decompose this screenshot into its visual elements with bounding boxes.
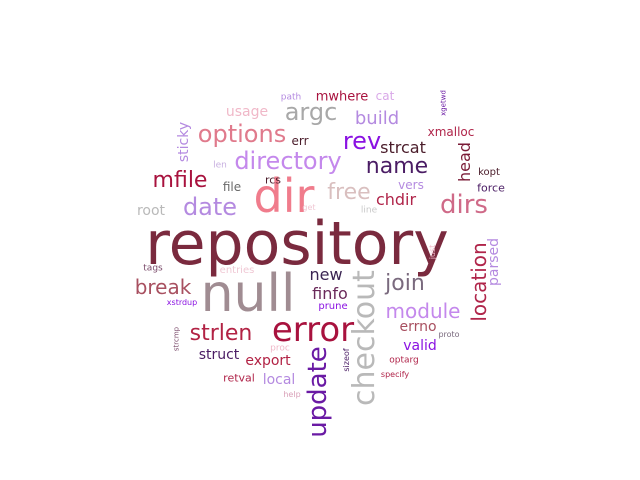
word-chdir: chdir: [375, 190, 417, 209]
word-xgetwd: xgetwd: [439, 90, 448, 116]
word-kopt: kopt: [478, 167, 500, 178]
word-line: line: [360, 205, 378, 216]
word-struct: struct: [198, 347, 240, 363]
word-optarg: optarg: [389, 355, 419, 366]
word-dir: dir: [253, 169, 315, 223]
word-new: new: [309, 265, 343, 284]
word-directory: directory: [234, 147, 342, 175]
word-free: free: [327, 180, 371, 205]
word-cat: cat: [375, 89, 395, 103]
word-module: module: [385, 299, 461, 323]
word-rcs: rcs: [264, 173, 282, 187]
word-rev: rev: [342, 127, 382, 155]
word-dirs: dirs: [440, 190, 488, 220]
word-usage: usage: [225, 104, 269, 120]
word-error: error: [271, 310, 355, 350]
word-export: export: [245, 353, 291, 369]
word-options: options: [197, 120, 287, 148]
word-xstrdup: xstrdup: [166, 298, 198, 307]
word-proto: proto: [438, 330, 460, 339]
word-proc: proc: [270, 343, 290, 354]
word-sizeof: sizeof: [342, 348, 351, 372]
word-mwhere: mwhere: [315, 89, 369, 105]
word-repository: repository: [145, 209, 449, 279]
word-retval: retval: [223, 371, 255, 385]
word-null: null: [200, 264, 296, 324]
word-build: build: [354, 108, 400, 129]
word-head: head: [455, 142, 474, 182]
word-parsed: parsed: [486, 237, 502, 287]
word-join: join: [385, 271, 425, 296]
word-root: root: [136, 203, 166, 219]
word-xmalloc: xmalloc: [427, 125, 475, 139]
word-break: break: [134, 275, 192, 299]
word-strcmp: strcmp: [172, 326, 181, 352]
word-strlen: strlen: [189, 321, 253, 346]
word-finfo: finfo: [312, 284, 348, 303]
word-file: file: [222, 180, 242, 194]
word-name: name: [365, 154, 429, 179]
word-date: date: [182, 193, 238, 221]
word-prune: prune: [318, 301, 348, 312]
word-just: just: [428, 244, 437, 260]
word-sticky: sticky: [176, 121, 192, 163]
word-path: path: [280, 92, 302, 103]
word-errno: errno: [399, 319, 437, 335]
word-valid: valid: [403, 338, 437, 354]
word-checkout: checkout: [347, 270, 382, 406]
word-len: len: [213, 160, 227, 171]
word-force: force: [477, 181, 505, 195]
word-get: get: [302, 203, 316, 212]
word-tags: tags: [143, 263, 163, 274]
word-mfile: mfile: [152, 168, 208, 193]
word-help: help: [283, 390, 301, 399]
word-entries: entries: [219, 265, 255, 276]
word-strcat: strcat: [380, 138, 426, 157]
word-local: local: [262, 372, 296, 388]
word-specify: specify: [380, 370, 410, 379]
word-err: err: [291, 134, 309, 148]
word-argc: argc: [284, 98, 338, 126]
word-update: update: [303, 346, 333, 438]
word-vers: vers: [398, 178, 424, 192]
